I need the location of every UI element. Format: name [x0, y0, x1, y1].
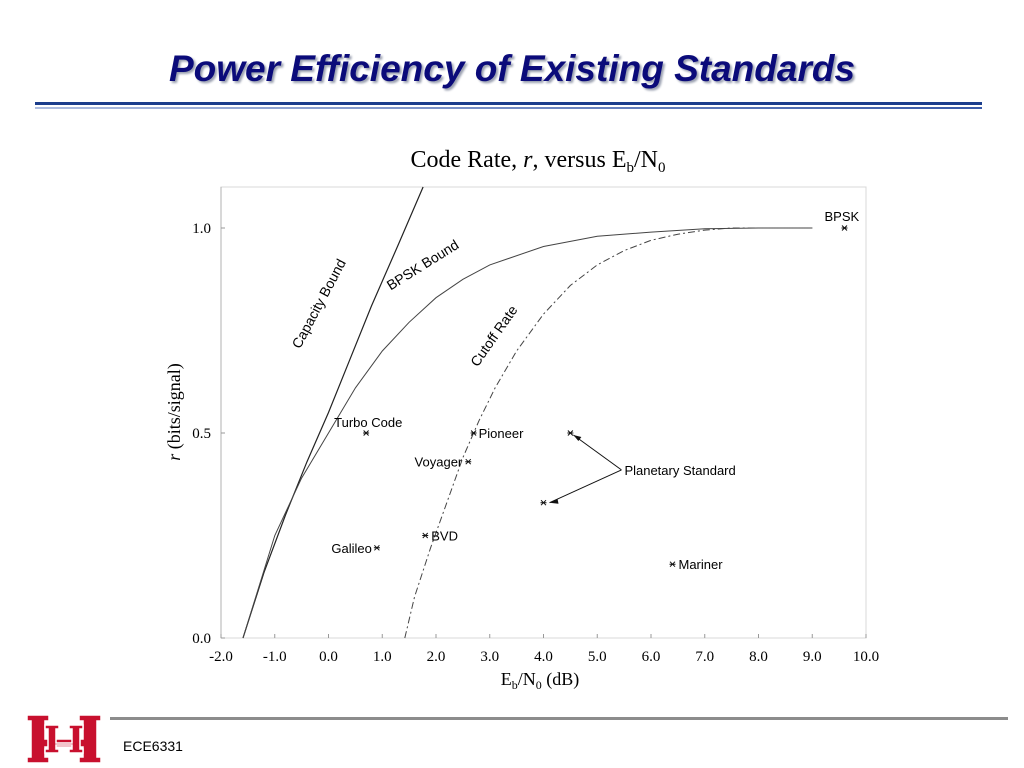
x-tick-label: 10.0: [853, 649, 879, 665]
data-point-planetary-standard: [567, 430, 574, 436]
x-tick-label: 9.0: [803, 649, 822, 665]
capacity-bound-curve: [242, 186, 424, 639]
x-tick-label: 4.0: [534, 649, 553, 665]
planetary-standard-label: Planetary Standard: [624, 463, 735, 478]
x-tick-label: 8.0: [749, 649, 768, 665]
x-tick-label: 2.0: [427, 649, 446, 665]
slide-title: Power Efficiency of Existing Standards: [168, 48, 856, 89]
bpsk-bound-curve: [242, 227, 813, 639]
x-tick-label: 7.0: [695, 649, 714, 665]
point-label: BPSK: [825, 209, 860, 224]
data-point-galileo: Galileo: [331, 541, 380, 556]
data-point-turbo-code: Turbo Code: [334, 415, 402, 436]
point-label: Pioneer: [479, 426, 524, 441]
uh-logo: [26, 714, 102, 764]
course-code: ECE6331: [123, 738, 183, 754]
plot-frame: [220, 186, 867, 639]
point-label: Turbo Code: [334, 415, 402, 430]
data-point-bvd: BVD: [422, 529, 458, 544]
title-divider: [35, 102, 982, 105]
data-point-planetary-standard: [540, 499, 547, 506]
title-divider-secondary: [35, 107, 982, 109]
x-tick-label: 6.0: [642, 649, 661, 665]
point-label: Galileo: [331, 541, 371, 556]
y-axis-label: r (bits/signal): [164, 363, 185, 461]
footer-divider: [110, 717, 1008, 720]
chart-title: Code Rate, r, versus Eb/N0: [411, 147, 666, 176]
bpsk-bound-label: BPSK Bound: [384, 236, 462, 293]
data-point-bpsk: BPSK: [825, 209, 860, 231]
x-axis-label: Eb/N0 (dB): [501, 669, 580, 692]
x-tick-label: 5.0: [588, 649, 607, 665]
point-label: Mariner: [679, 557, 724, 572]
x-tick-label: 3.0: [480, 649, 499, 665]
cutoff-rate-curve: [404, 227, 813, 639]
data-point-pioneer: Pioneer: [470, 426, 524, 441]
y-axis-ticks: 0.0 0.5 1.0: [192, 221, 225, 647]
data-point-mariner: Mariner: [669, 557, 724, 572]
point-layer: Turbo Code Pioneer Voyager Galileo BVD Marine…: [331, 209, 859, 572]
y-tick-label: 0.0: [192, 631, 211, 647]
y-tick-label: 0.5: [192, 426, 211, 442]
x-tick-label: -1.0: [263, 649, 287, 665]
y-tick-label: 1.0: [192, 221, 211, 237]
point-label: Voyager: [415, 455, 463, 470]
planetary-standard-annotation: Planetary Standard: [549, 434, 736, 504]
data-point-voyager: Voyager: [415, 455, 472, 470]
x-tick-label: -2.0: [209, 649, 233, 665]
x-tick-label: 1.0: [373, 649, 392, 665]
x-axis-ticks: -2.0 -1.0 0.0 1.0 2.0 3.0 4.0 5.0 6.0 7.0 8.0 9.0 10…: [209, 634, 879, 665]
capacity-bound-label: Capacity Bound: [288, 256, 349, 351]
cutoff-rate-label: Cutoff Rate: [467, 302, 521, 369]
x-tick-label: 0.0: [319, 649, 338, 665]
point-label: BVD: [431, 529, 458, 544]
